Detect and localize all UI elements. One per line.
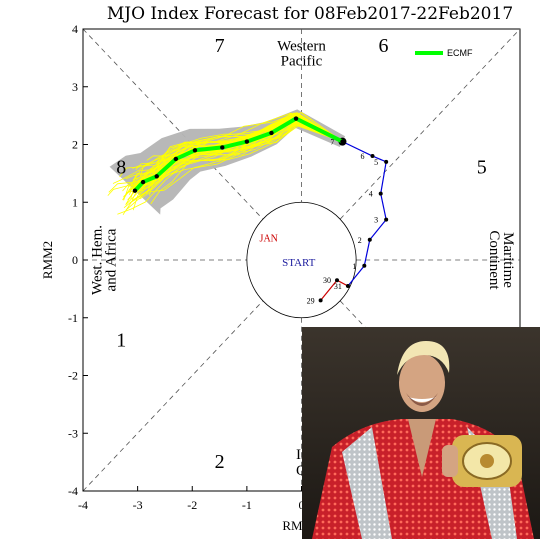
observed-point [362, 263, 367, 268]
phase-number: 7 [215, 35, 225, 57]
ensemble-mean-point [220, 145, 225, 150]
observed-point-label: 2 [358, 236, 362, 245]
x-tick-label: -2 [187, 498, 197, 512]
phase-number: 2 [215, 451, 225, 473]
ensemble-mean-point [244, 139, 250, 144]
x-tick-label: -1 [242, 498, 252, 512]
ensemble-member-line [125, 113, 343, 206]
y-tick-label: 2 [72, 138, 78, 152]
start-label: START [282, 257, 316, 269]
region-label: West. Hem. [90, 225, 106, 295]
x-tick-label: 0 [299, 498, 305, 512]
observed-segment [372, 155, 387, 163]
x-tick-label: -4 [78, 498, 88, 512]
observed-point-label: 31 [334, 282, 342, 291]
observed-point-label: 6 [361, 152, 365, 161]
observed-segment [369, 219, 387, 241]
y-tick-label: -1 [68, 311, 78, 325]
observed-segment [347, 265, 365, 287]
ensemble-mean-point [340, 139, 345, 144]
ensemble-mean-point [269, 130, 274, 136]
observed-point-label: 3 [374, 216, 378, 225]
observed-segment [363, 239, 371, 266]
ensemble-mean-point [140, 179, 146, 185]
ensemble-member-line [144, 113, 343, 184]
observed-segment [320, 279, 338, 301]
observed-point-label: 7 [330, 138, 334, 147]
observed-point [335, 278, 340, 283]
observed-point [370, 154, 375, 159]
observed-point-label: 1 [352, 262, 356, 271]
observed-point-label: 30 [323, 276, 331, 285]
ensemble-mean-point [293, 116, 299, 121]
ensemble-mean-point [154, 174, 159, 179]
spread-shading [109, 109, 346, 215]
y-tick-label: -2 [68, 369, 78, 383]
y-axis-label: RMM2 [40, 241, 55, 279]
observed-point-label: 4 [369, 190, 373, 199]
x-tick-label: -3 [133, 498, 143, 512]
region-label: Continent [486, 230, 502, 290]
observed-point [318, 298, 323, 303]
ensemble-mean-point [173, 156, 179, 162]
observed-point-label: 29 [307, 296, 315, 305]
phase-number: 1 [116, 330, 126, 352]
phase-divider-line [82, 28, 264, 220]
y-tick-label: -4 [68, 484, 78, 498]
ensemble-mean-line [133, 116, 344, 193]
observed-segment [380, 161, 387, 194]
observed-point-label: 5 [374, 158, 378, 167]
region-label: Western [277, 38, 326, 54]
observed-segment [336, 279, 349, 287]
region-label: and Africa [104, 228, 120, 291]
phase-divider-line [82, 300, 264, 492]
month-label: JAN [260, 234, 278, 245]
region-label: Maritime [500, 232, 516, 288]
ensemble-mean-point [132, 188, 138, 193]
wrestler-photo-overlay [302, 327, 540, 539]
observed-point [345, 283, 350, 288]
ensemble-spread-band [109, 109, 346, 215]
ensemble-mean-point [192, 148, 198, 153]
region-label: Pacific [281, 53, 323, 69]
observed-point [384, 217, 389, 222]
phase-number: 6 [378, 35, 388, 57]
y-tick-label: 0 [72, 253, 78, 267]
ensemble-member-line [139, 117, 343, 200]
observed-segment [342, 141, 373, 157]
y-tick-label: 4 [72, 22, 78, 36]
chart-title: MJO Index Forecast for 08Feb2017-22Feb20… [107, 4, 513, 24]
y-tick-label: -3 [68, 426, 78, 440]
y-tick-label: 3 [72, 80, 78, 94]
phase-divider-line [339, 28, 521, 220]
y-tick-label: 1 [72, 195, 78, 209]
ensemble-member-line [136, 112, 343, 193]
legend: ECMF [415, 48, 473, 58]
ensemble-mean-track [132, 116, 345, 193]
observed-point [384, 159, 389, 164]
observed-segment [380, 193, 387, 220]
phase-number: 8 [116, 156, 126, 178]
legend-label: ECMF [447, 48, 473, 58]
phase-number: 5 [477, 156, 487, 178]
unit-circle [246, 201, 357, 319]
observed-point [367, 237, 372, 242]
ensemble-member-line [150, 119, 343, 205]
observed-point [378, 191, 383, 196]
